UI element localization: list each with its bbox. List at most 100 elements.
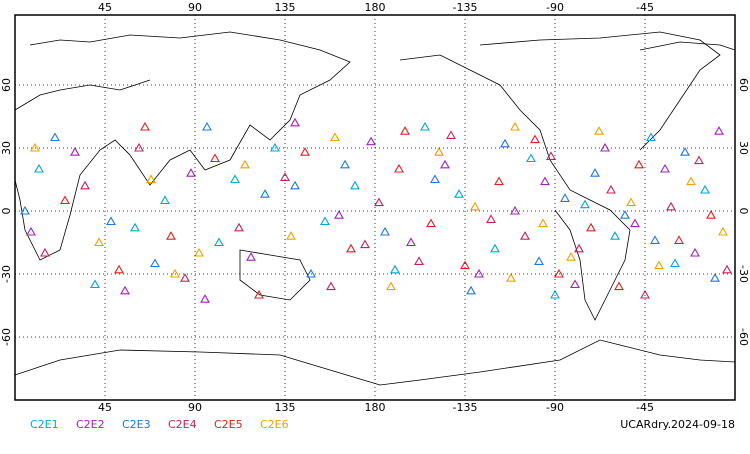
observation-marker — [300, 147, 310, 156]
observation-marker — [510, 205, 520, 215]
observation-marker — [94, 237, 104, 247]
observation-marker — [460, 260, 470, 270]
observation-marker — [70, 147, 80, 156]
observation-marker — [538, 218, 548, 228]
observation-marker — [130, 222, 140, 232]
observation-marker — [680, 147, 690, 156]
observation-marker — [594, 126, 604, 135]
observation-marker — [160, 195, 170, 205]
observation-marker — [510, 121, 520, 131]
legend-entry: C2E5 — [214, 418, 243, 431]
x-tick-label-top: -90 — [546, 1, 564, 14]
observation-marker — [590, 168, 600, 177]
observation-marker — [706, 210, 716, 219]
observation-marker — [406, 237, 416, 247]
observation-marker — [166, 231, 176, 240]
x-tick-label-top: 180 — [365, 1, 386, 14]
legend: C2E1 C2E2 C2E3 C2E4 C2E5 C2E6 — [30, 418, 289, 431]
observation-marker — [546, 151, 556, 160]
observation-marker — [374, 197, 384, 207]
observation-marker — [254, 289, 264, 299]
observation-marker — [530, 134, 540, 144]
observation-marker — [194, 247, 204, 257]
observation-marker — [426, 218, 436, 228]
observation-marker — [34, 163, 44, 173]
observation-marker — [280, 172, 290, 181]
x-tick-label-top: -135 — [453, 1, 478, 14]
observation-marker — [434, 147, 444, 156]
observation-marker — [710, 273, 720, 282]
observation-marker — [600, 142, 610, 152]
x-tick-label-bottom: 90 — [188, 401, 202, 414]
x-tick-label-top: 135 — [275, 1, 296, 14]
x-tick-label-bottom: -90 — [546, 401, 564, 414]
observation-marker — [134, 142, 144, 152]
observation-marker — [718, 226, 728, 236]
observation-marker — [526, 153, 536, 163]
observation-marker — [474, 268, 484, 278]
observations — [20, 117, 732, 303]
observation-marker — [690, 247, 700, 257]
legend-entry: C2E2 — [76, 418, 105, 431]
observation-marker — [466, 285, 476, 295]
observation-marker — [60, 195, 70, 205]
observation-marker — [170, 268, 180, 278]
y-tick-label-right: -30 — [737, 265, 750, 283]
observation-marker — [330, 132, 340, 142]
observation-marker — [360, 239, 370, 249]
observation-marker — [566, 252, 576, 261]
observation-marker — [560, 193, 570, 202]
observation-marker — [120, 285, 130, 295]
observation-marker — [80, 180, 90, 190]
observation-marker — [714, 126, 724, 135]
observation-marker — [50, 132, 60, 142]
observation-marker — [486, 214, 496, 223]
observation-marker — [700, 184, 710, 194]
observation-marker — [306, 268, 316, 278]
observation-marker — [386, 281, 396, 291]
observation-marker — [40, 247, 50, 257]
observation-marker — [666, 201, 676, 211]
observation-marker — [640, 289, 650, 299]
coastlines — [14, 31, 736, 386]
y-tick-label-left: -60 — [0, 328, 13, 346]
observation-marker — [660, 163, 670, 173]
observation-marker — [334, 210, 344, 219]
observation-marker — [150, 258, 160, 268]
y-tick-label-left: -30 — [0, 265, 13, 283]
observation-marker — [540, 176, 550, 186]
observation-marker — [270, 142, 280, 152]
observation-marker — [626, 197, 636, 207]
observation-marker — [520, 231, 530, 240]
observation-marker — [550, 289, 560, 299]
observation-marker — [202, 121, 212, 131]
observation-marker — [106, 216, 116, 226]
y-tick-label-right: 0 — [737, 208, 750, 215]
observation-marker — [286, 231, 296, 240]
observation-marker — [246, 252, 256, 261]
observation-marker — [394, 163, 404, 173]
footer-label: UCARdry.2024-09-18 — [620, 418, 735, 431]
observation-marker — [290, 180, 300, 190]
y-tick-label-left: 60 — [0, 78, 13, 92]
observation-marker — [490, 243, 500, 253]
y-tick-label-right: -60 — [737, 328, 750, 346]
observation-marker — [146, 174, 156, 184]
x-tick-label-top: -45 — [636, 1, 654, 14]
observation-marker — [90, 279, 100, 289]
observation-marker — [470, 201, 480, 211]
observation-marker — [554, 268, 564, 278]
observation-marker — [580, 199, 590, 209]
observation-marker — [670, 258, 680, 268]
observation-marker — [620, 210, 630, 219]
y-tick-label-right: 30 — [737, 141, 750, 155]
observation-marker — [350, 180, 360, 190]
observation-marker — [574, 243, 584, 253]
observation-marker — [614, 281, 624, 291]
x-tick-label-bottom: 45 — [98, 401, 112, 414]
x-tick-label-bottom: -135 — [453, 401, 478, 414]
legend-entry: C2E3 — [122, 418, 151, 431]
observation-marker — [214, 237, 224, 247]
observation-marker — [654, 260, 664, 270]
